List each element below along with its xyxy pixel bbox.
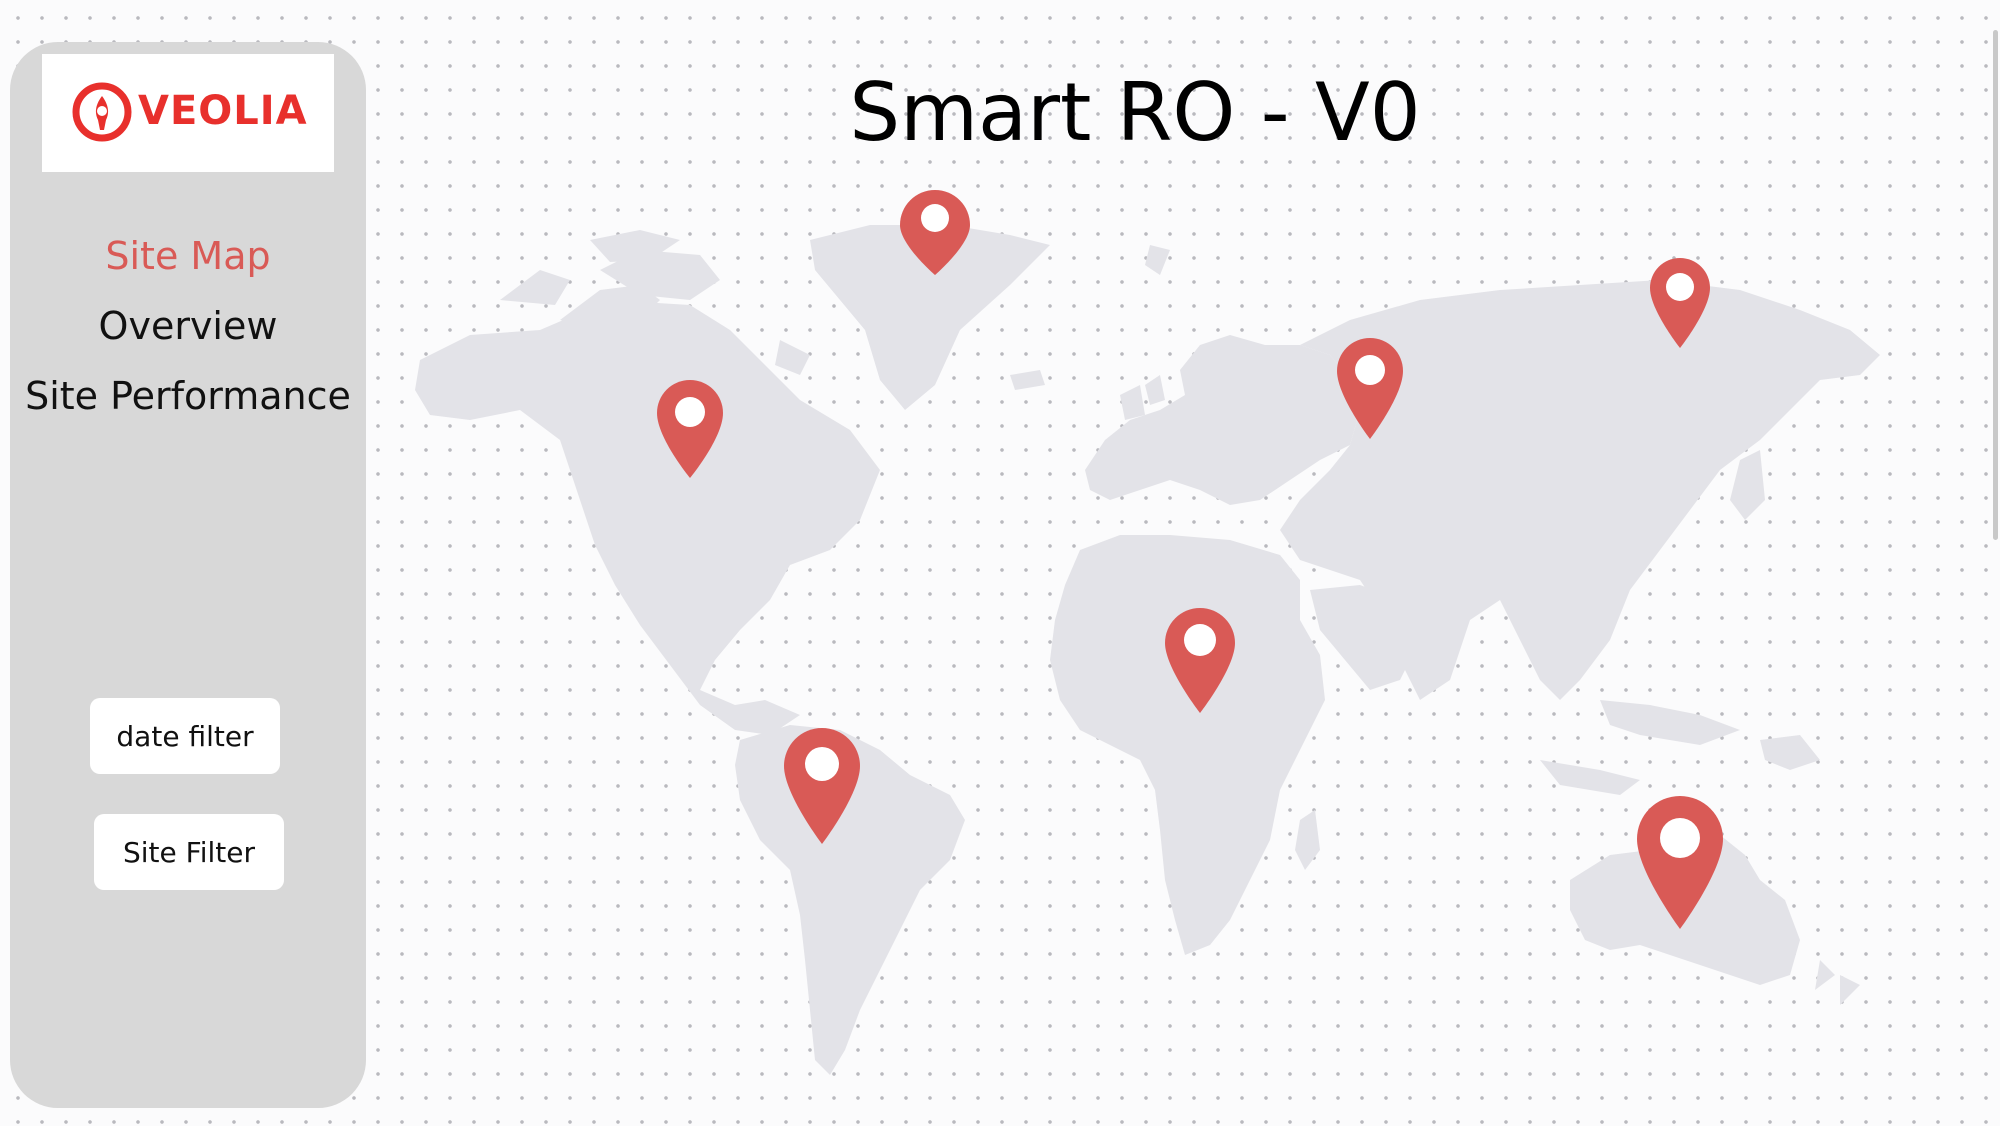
site-filter-button[interactable]: Site Filter	[94, 814, 284, 890]
map-pin-south-america[interactable]	[784, 728, 860, 844]
brand-logo: VEOLIA	[42, 54, 334, 172]
map-pin-russia-east[interactable]	[1650, 258, 1710, 348]
map-pin-north-america[interactable]	[657, 380, 723, 478]
world-map-land	[415, 225, 1880, 1075]
map-pin-russia-west[interactable]	[1337, 338, 1403, 439]
date-filter-button[interactable]: date filter	[90, 698, 280, 774]
veolia-logo-icon	[72, 82, 132, 142]
page-title: Smart RO - V0	[849, 66, 1421, 159]
map-pin-africa[interactable]	[1165, 608, 1235, 713]
brand-name: VEOLIA	[138, 88, 308, 134]
map-pin-greenland[interactable]	[900, 190, 970, 275]
nav-item-overview[interactable]: Overview	[98, 304, 278, 348]
map-pin-australia[interactable]	[1637, 796, 1723, 929]
sidebar: VEOLIA Site Map Overview Site Performanc…	[10, 42, 366, 1108]
nav-item-site-performance[interactable]: Site Performance	[25, 374, 351, 418]
nav-item-site-map[interactable]: Site Map	[105, 234, 271, 278]
vertical-scrollbar[interactable]	[1993, 30, 1998, 540]
